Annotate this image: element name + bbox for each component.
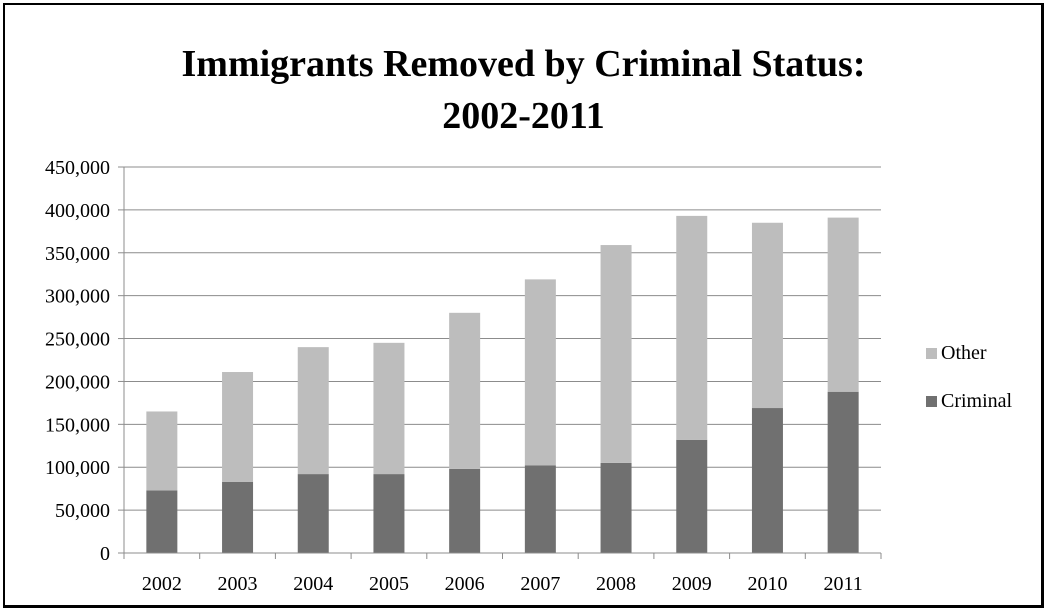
bar-criminal-2003 [222, 481, 254, 553]
y-tick-label: 350,000 [45, 243, 110, 265]
bar-other-2009 [676, 215, 708, 440]
bar-criminal-2009 [676, 439, 708, 553]
x-tick-label: 2004 [293, 573, 333, 595]
bar-other-2011 [827, 217, 859, 392]
x-tick-label: 2008 [596, 573, 636, 595]
y-tick-label: 200,000 [45, 371, 110, 393]
legend-swatch-criminal [926, 396, 937, 407]
chart-title-line-2: 2002-2011 [442, 95, 605, 137]
x-tick-labels: 2002 2003 2004 2005 2006 2007 2008 2009 2010 2011 [142, 573, 863, 595]
y-tick-label: 0 [100, 543, 110, 565]
chart-title: Immigrants Removed by Criminal Status: 2… [0, 38, 1047, 142]
y-tick-label: 250,000 [45, 329, 110, 351]
bar-other-2008 [600, 245, 632, 463]
legend-label-criminal: Criminal [941, 390, 1013, 412]
x-tick-label: 2005 [369, 573, 409, 595]
bar-criminal-2004 [297, 474, 329, 553]
bar-criminal-2006 [449, 468, 481, 553]
y-tick-label: 100,000 [45, 457, 110, 479]
bar-other-2006 [449, 312, 481, 469]
axes [118, 166, 882, 559]
x-tick-label: 2003 [218, 573, 258, 595]
bar-criminal-2002 [146, 490, 178, 553]
bar-criminal-2007 [524, 465, 556, 553]
legend: Other Criminal [926, 342, 1013, 412]
bar-criminal-2008 [600, 462, 632, 553]
bar-criminal-2011 [827, 391, 859, 553]
x-tick-label: 2002 [142, 573, 182, 595]
x-tick-label: 2011 [824, 573, 863, 595]
bar-other-2005 [373, 342, 405, 475]
y-tick-label: 50,000 [55, 500, 110, 522]
y-tick-label: 450,000 [45, 157, 110, 179]
chart-title-line-1: Immigrants Removed by Criminal Status: [181, 43, 866, 85]
bars [146, 215, 859, 553]
x-tick-label: 2010 [747, 573, 787, 595]
x-tick-label: 2006 [445, 573, 485, 595]
bar-criminal-2005 [373, 474, 405, 553]
y-tick-labels: 0 50,000 100,000 150,000 200,000 250,000 300,0… [45, 157, 110, 565]
legend-swatch-other [926, 348, 937, 359]
y-tick-label: 400,000 [45, 200, 110, 222]
legend-label-other: Other [941, 342, 987, 364]
bar-other-2004 [297, 347, 329, 475]
bar-other-2007 [524, 279, 556, 466]
bar-other-2002 [146, 411, 178, 491]
bar-criminal-2010 [751, 408, 783, 553]
y-tick-label: 150,000 [45, 414, 110, 436]
x-tick-label: 2007 [520, 573, 560, 595]
bar-other-2003 [222, 372, 254, 482]
x-tick-label: 2009 [672, 573, 712, 595]
bar-other-2010 [751, 222, 783, 409]
y-tick-label: 300,000 [45, 286, 110, 308]
